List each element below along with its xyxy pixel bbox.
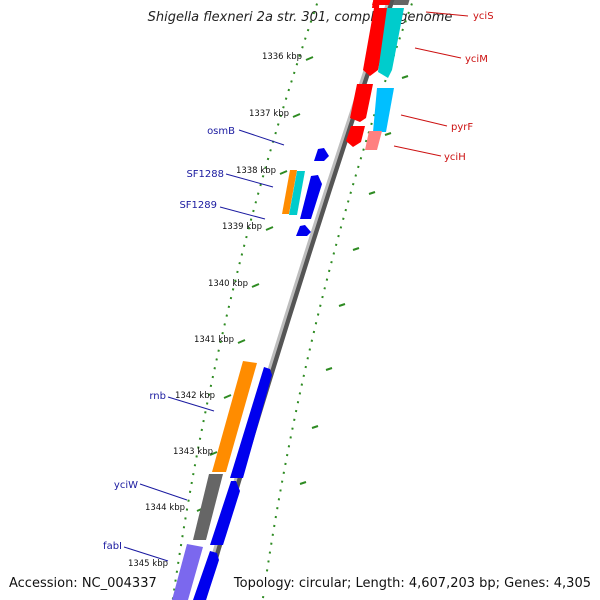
feature-block — [212, 361, 257, 472]
ruler-label-1338: 1338 kbp — [236, 166, 276, 176]
gene-label-connectors — [123, 11, 469, 562]
genome-summary-text: Topology: circular; Length: 4,607,203 bp… — [233, 576, 591, 591]
ruler-label-1340: 1340 kbp — [208, 279, 248, 289]
ruler-labels: 1336 kbp 1337 kbp 1338 kbp 1339 kbp 1340… — [128, 52, 302, 569]
feature-block — [350, 84, 373, 122]
ruler-label-1343: 1343 kbp — [173, 447, 213, 457]
left-features — [172, 148, 329, 600]
gene-label-sf1288: SF1288 — [186, 169, 224, 180]
ruler-label-1341: 1341 kbp — [194, 335, 234, 345]
gene-label-pyrf: pyrF — [451, 122, 473, 133]
feature-block — [373, 88, 394, 132]
feature-block — [282, 170, 297, 214]
feature-block — [314, 148, 329, 161]
ruler-label-1344: 1344 kbp — [145, 503, 185, 513]
feature-block — [372, 0, 380, 8]
feature-block — [172, 544, 203, 600]
feature-block — [230, 367, 272, 478]
gene-label-rnb: rnb — [149, 391, 166, 402]
gene-label-ycih: yciH — [444, 152, 466, 163]
feature-block — [193, 551, 219, 600]
feature-block — [300, 175, 322, 219]
accession-text: Accession: NC_004337 — [9, 576, 157, 591]
feature-block — [393, 0, 410, 5]
feature-block — [193, 474, 223, 540]
inner-ruler-ticks — [299, 75, 409, 485]
footer-backdrop-left — [4, 572, 152, 594]
right-features — [346, 0, 410, 150]
feature-block — [346, 126, 365, 147]
inner-ruler-ring — [261, 0, 415, 600]
feature-block — [296, 225, 311, 236]
feature-block — [289, 171, 305, 215]
ruler-label-1342: 1342 kbp — [175, 391, 215, 401]
map-title: Shigella flexneri 2a str. 301, complete … — [148, 10, 453, 25]
ruler-label-1337: 1337 kbp — [249, 109, 289, 119]
outer-ruler-ring — [171, 0, 320, 600]
gene-label-sf1289: SF1289 — [179, 200, 217, 211]
gene-label-yciw: yciW — [114, 480, 138, 491]
feature-block — [365, 131, 382, 150]
feature-block — [378, 8, 404, 78]
feature-block — [363, 8, 391, 76]
gene-label-ycim: yciM — [465, 54, 488, 65]
ruler-label-1336: 1336 kbp — [262, 52, 302, 62]
gene-label-osmb: osmB — [207, 126, 235, 137]
gene-label-fabi: fabI — [103, 541, 122, 552]
footer-backdrop-right — [258, 572, 596, 594]
feature-block — [210, 481, 240, 545]
ruler-label-1339: 1339 kbp — [222, 222, 262, 232]
gene-label-ycis: yciS — [473, 11, 494, 22]
ruler-label-1345: 1345 kbp — [128, 559, 168, 569]
